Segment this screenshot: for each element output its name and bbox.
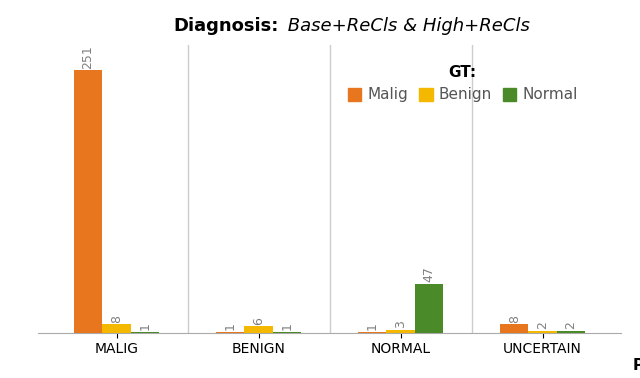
Bar	[387, 330, 415, 333]
Text: 47: 47	[422, 266, 436, 282]
Bar	[244, 326, 273, 333]
Text: Base+ReCls & High+ReCls: Base+ReCls & High+ReCls	[282, 17, 529, 35]
Bar	[415, 284, 444, 333]
Text: Diagnosis:: Diagnosis:	[173, 17, 278, 35]
Text: 6: 6	[252, 317, 265, 325]
Bar	[500, 324, 529, 333]
Text: 2: 2	[536, 321, 549, 329]
Bar	[358, 332, 387, 333]
Bar	[557, 330, 586, 333]
Bar	[529, 330, 557, 333]
Legend: Malig, Benign, Normal: Malig, Benign, Normal	[342, 59, 584, 108]
Bar	[131, 332, 159, 333]
Bar	[74, 70, 102, 333]
Text: 2: 2	[564, 321, 577, 329]
Text: 1: 1	[365, 322, 379, 330]
Text: 1: 1	[280, 322, 294, 330]
Text: 1: 1	[138, 322, 152, 330]
Bar	[216, 332, 244, 333]
Bar	[102, 324, 131, 333]
Text: Pred: Pred	[632, 358, 640, 373]
Text: 8: 8	[110, 315, 123, 323]
Text: 251: 251	[82, 45, 95, 69]
Text: 1: 1	[223, 322, 237, 330]
Text: 3: 3	[394, 320, 407, 328]
Bar	[273, 332, 301, 333]
Text: 8: 8	[508, 315, 521, 323]
